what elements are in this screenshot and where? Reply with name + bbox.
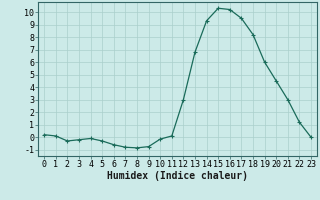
X-axis label: Humidex (Indice chaleur): Humidex (Indice chaleur) [107, 171, 248, 181]
